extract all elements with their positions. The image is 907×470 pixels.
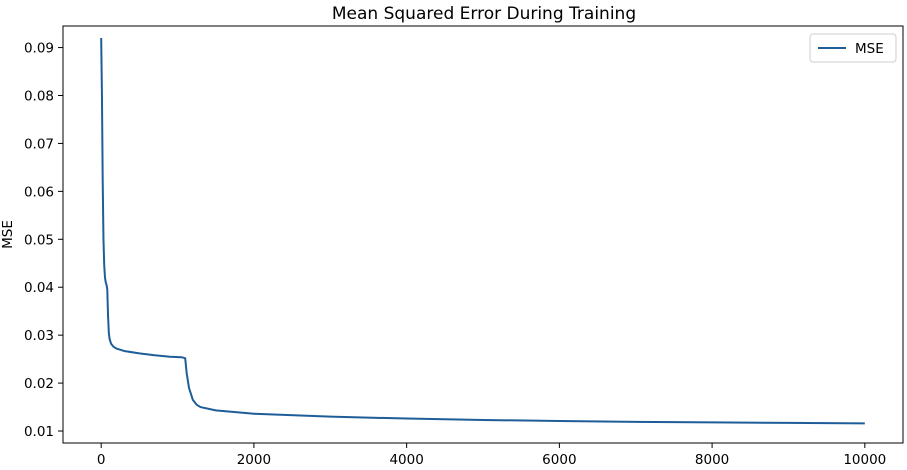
y-tick-label: 0.04	[24, 280, 54, 296]
y-axis-label: MSE	[0, 220, 16, 249]
plot-frame	[62, 25, 904, 444]
y-tick-label: 0.03	[24, 328, 54, 344]
y-axis: 0.01 0.02 0.03 0.04 0.05 0.06 0.07 0.08 0.09	[24, 41, 63, 440]
legend: MSE	[809, 33, 897, 63]
y-tick-label: 0.07	[24, 136, 54, 152]
legend-label-mse: MSE	[855, 41, 884, 57]
series-layer	[100, 37, 865, 425]
x-tick-label: 0	[97, 452, 106, 468]
y-tick-label: 0.05	[24, 232, 54, 248]
x-tick-label: 8000	[695, 452, 729, 468]
x-tick-label: 4000	[389, 452, 423, 468]
x-tick-label: 2000	[237, 452, 271, 468]
x-axis: 0 2000 4000 6000 8000 10000	[97, 443, 886, 468]
x-tick-label: 10000	[843, 452, 886, 468]
y-tick-label: 0.06	[24, 184, 54, 200]
legend-box	[809, 33, 897, 63]
series-line-mse	[100, 37, 865, 425]
y-tick-label: 0.08	[24, 89, 54, 105]
y-tick-label: 0.01	[24, 424, 54, 440]
y-tick-label: 0.02	[24, 376, 54, 392]
chart-title: Mean Squared Error During Training	[332, 4, 636, 24]
y-tick-label: 0.09	[24, 41, 54, 57]
x-tick-label: 6000	[542, 452, 576, 468]
